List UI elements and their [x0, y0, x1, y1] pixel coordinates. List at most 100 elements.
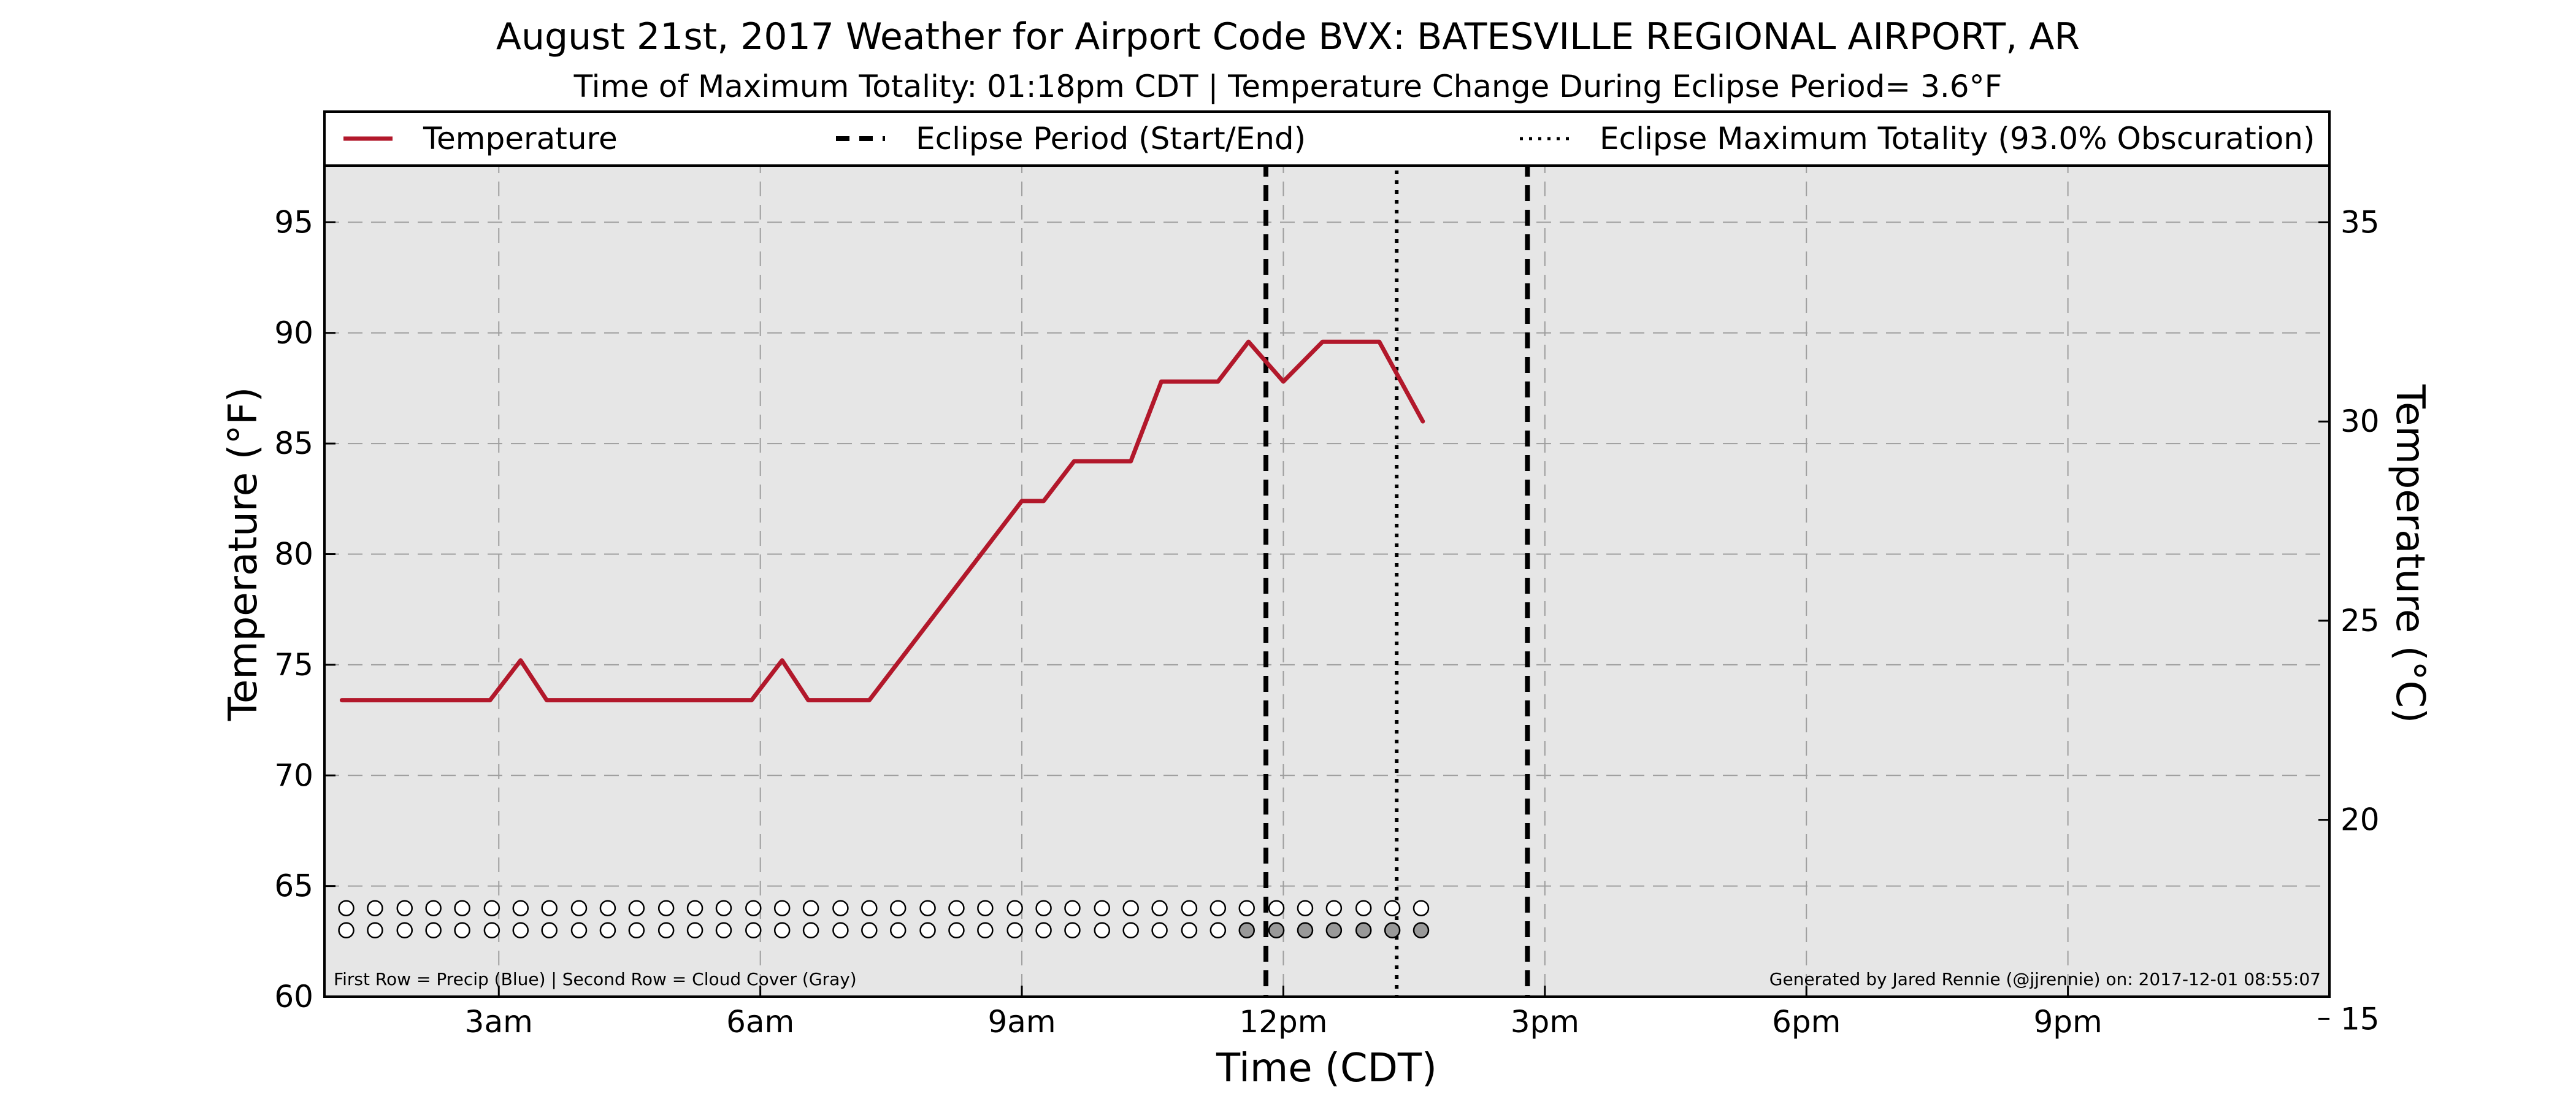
precip-marker: [1325, 900, 1343, 916]
legend-label: Eclipse Maximum Totality (93.0% Obscurat…: [1600, 121, 2315, 156]
y-tick-label: 65: [274, 868, 313, 904]
y-tick-label: 75: [274, 647, 313, 683]
y2-tick-label: 15: [2340, 1001, 2380, 1037]
cloud-cover-marker: [1064, 922, 1081, 939]
precip-marker: [1413, 900, 1430, 916]
y2-tick-label: 25: [2340, 603, 2380, 638]
chart-title: August 21st, 2017 Weather for Airport Co…: [496, 15, 2080, 58]
cloud-cover-marker: [570, 922, 588, 939]
x-tick-label: 6am: [726, 1004, 794, 1040]
precip-marker: [1151, 900, 1168, 916]
precip-marker: [396, 900, 413, 916]
footnote-left: First Row = Precip (Blue) | Second Row =…: [334, 969, 857, 989]
precip-marker: [1268, 900, 1285, 916]
precip-marker: [1181, 900, 1198, 916]
x-tick-label: 3pm: [1511, 1004, 1579, 1040]
precip-marker: [919, 900, 936, 916]
cloud-cover-marker: [889, 922, 907, 939]
y-tick-label: 80: [274, 537, 313, 572]
precip-marker: [599, 900, 616, 916]
cloud-cover-marker: [1268, 922, 1285, 939]
precip-marker: [802, 900, 819, 916]
precip-marker: [541, 900, 558, 916]
x-tick-label: 3am: [465, 1004, 533, 1040]
precip-marker: [425, 900, 442, 916]
cloud-cover-marker: [773, 922, 791, 939]
cloud-cover-marker: [948, 922, 965, 939]
cloud-cover-marker: [715, 922, 732, 939]
axis-ticks: 60 65 70 75 80 85 90 95 15 20 25 30 35 3am 6am 9am 12pm 3…: [274, 204, 2379, 1040]
precip-marker: [454, 900, 470, 916]
cloud-cover-marker: [832, 922, 849, 939]
precip-marker: [745, 900, 762, 916]
cloud-cover-marker: [1355, 922, 1372, 939]
x-tick-label: 6pm: [1772, 1004, 1841, 1040]
cloud-cover-marker: [1209, 922, 1227, 939]
cloud-cover-marker: [1122, 922, 1139, 939]
precip-marker: [628, 900, 645, 916]
cloud-cover-marker: [396, 922, 413, 939]
precip-marker: [367, 900, 383, 916]
cloud-cover-marker: [919, 922, 936, 939]
precip-marker: [1355, 900, 1372, 916]
precip-marker: [1006, 900, 1023, 916]
footnote-right: Generated by Jared Rennie (@jjrennie) on…: [1769, 969, 2321, 989]
precip-marker: [1238, 900, 1255, 916]
cloud-cover-marker: [1151, 922, 1168, 939]
x-tick-label: 9pm: [2033, 1004, 2102, 1040]
cloud-cover-marker: [1035, 922, 1052, 939]
x-tick-label: 9am: [987, 1004, 1056, 1040]
precip-marker: [948, 900, 965, 916]
precip-marker: [1064, 900, 1081, 916]
precip-marker: [1122, 900, 1139, 916]
y2-tick-label: 30: [2340, 404, 2380, 439]
y-tick-label: 85: [274, 426, 313, 461]
precip-marker: [1209, 900, 1227, 916]
y-axis-label: Temperature (°F): [221, 387, 266, 722]
precip-marker: [1094, 900, 1111, 916]
observation-rows: [338, 900, 1430, 939]
cloud-cover-marker: [861, 922, 878, 939]
y-tick-label: 60: [274, 979, 313, 1014]
y2-axis-label: Temperature (°C): [2387, 384, 2432, 723]
legend-label: Eclipse Period (Start/End): [916, 121, 1306, 156]
precip-marker: [832, 900, 849, 916]
y-tick-label: 95: [274, 204, 313, 240]
cloud-cover-marker: [977, 922, 994, 939]
cloud-cover-marker: [657, 922, 675, 939]
precip-marker: [570, 900, 588, 916]
x-axis-label: Time (CDT): [1216, 1046, 1437, 1091]
grid-lines: [324, 112, 2329, 997]
precip-marker: [773, 900, 791, 916]
cloud-cover-marker: [686, 922, 703, 939]
precip-marker: [1384, 900, 1401, 916]
precip-marker: [861, 900, 878, 916]
eclipse-lines: [1263, 112, 1530, 997]
cloud-cover-marker: [1181, 922, 1198, 939]
y2-tick-label: 35: [2340, 205, 2380, 240]
legend: Temperature Eclipse Period (Start/End) Ecl…: [343, 121, 2315, 156]
cloud-cover-marker: [745, 922, 762, 939]
precip-marker: [512, 900, 529, 916]
cloud-cover-marker: [1413, 922, 1430, 939]
precip-marker: [657, 900, 675, 916]
cloud-cover-marker: [425, 922, 442, 939]
cloud-cover-marker: [802, 922, 819, 939]
cloud-cover-marker: [599, 922, 616, 939]
cloud-cover-marker: [1384, 922, 1401, 939]
cloud-cover-marker: [541, 922, 558, 939]
cloud-cover-marker: [454, 922, 470, 939]
cloud-cover-marker: [1325, 922, 1343, 939]
precip-marker: [338, 900, 355, 916]
cloud-cover-marker: [1006, 922, 1023, 939]
legend-label: Temperature: [423, 121, 618, 156]
cloud-cover-marker: [1094, 922, 1111, 939]
precip-marker: [1297, 900, 1314, 916]
precip-marker: [715, 900, 732, 916]
precip-marker: [889, 900, 907, 916]
cloud-cover-marker: [483, 922, 500, 939]
cloud-cover-marker: [367, 922, 383, 939]
chart-subtitle: Time of Maximum Totality: 01:18pm CDT | …: [573, 69, 2003, 104]
y-tick-label: 70: [274, 757, 313, 793]
